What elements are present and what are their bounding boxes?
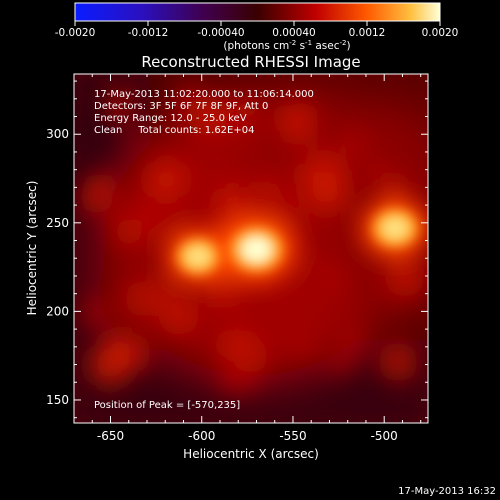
colorbar-gradient [74,2,441,22]
plot-frame [73,73,429,424]
emission-blob [379,173,408,202]
annotation-time-range: 17-May-2013 11:02:20.000 to 11:06:14.000 [94,89,314,100]
annotation-block: 17-May-2013 11:02:20.000 to 11:06:14.000… [94,89,314,136]
emission-blob [234,99,261,126]
x-tick-label: -650 [97,429,124,443]
emission-blob [157,278,178,299]
emission-blob [305,170,347,213]
y-tick-label: 250 [46,216,69,230]
colorbar-tick-label: -0.0012 [128,27,169,39]
axes: -650 -600 -550 -500 150 200 250 300 [46,74,428,443]
emission-blob [124,280,161,317]
emission-blob [290,334,313,357]
emission-blob [82,298,111,327]
annotation-energy-range: Energy Range: 12.0 - 25.0 keV [94,113,247,124]
x-tick-label: -600 [188,429,215,443]
emission-blob [378,341,419,382]
annotation-clean-counts: Clean Total counts: 1.62E+04 [94,125,254,136]
emission-blob [276,105,304,133]
annotation-detectors: Detectors: 3F 5F 6F 7F 8F 9F, Att 0 [94,101,268,112]
y-tick-label: 200 [46,304,69,318]
emission-blob [307,266,331,291]
source-core [186,246,211,267]
emission-blob [173,86,206,119]
y-tick-label: 300 [46,127,69,141]
emission-blob [367,162,384,179]
x-tick-label: -500 [371,429,398,443]
colorbar-tick-label: 0.0012 [349,27,386,39]
colorbar-tick-label: -0.00040 [197,27,244,39]
peak-position-label: Position of Peak = [-570,235] [94,400,240,411]
emission-blob [147,160,186,199]
emission-blob [158,295,199,336]
footer-timestamp: 17-May-2013 16:32 [398,486,496,497]
emission-blob [114,218,142,246]
colorbar: -0.0020 -0.0012 -0.00040 0.00040 0.0012 0.002… [55,2,459,52]
emission-blob [114,336,150,372]
emission-blob [255,179,276,200]
chart-title: Reconstructed RHESSI Image [141,53,360,71]
colorbar-ticks: -0.0020 -0.0012 -0.00040 0.00040 0.0012 0.002… [55,21,459,39]
source-core [382,217,408,240]
emission-blob [385,258,425,298]
emission-blob [204,157,242,196]
emission-blob [217,353,259,394]
emission-blob [325,342,357,374]
x-axis-label: Heliocentric X (arcsec) [183,447,319,461]
emission-blob [144,190,180,226]
colorbar-tick-label: 0.0020 [422,27,459,39]
y-tick-label: 150 [46,393,69,407]
emission-blob [128,133,145,150]
colorbar-tick-label: -0.0020 [55,27,96,39]
emission-blob [206,273,241,308]
emission-blob [80,181,113,215]
source-core [241,236,272,263]
emission-blob [344,327,365,348]
colorbar-unit-label: (photons cm-2 s-1 asec-2) [223,39,350,52]
colorbar-tick-label: 0.00040 [272,27,315,39]
x-tick-label: -550 [279,429,306,443]
emission-blob [109,103,131,125]
emission-blob [216,187,248,219]
heatmap-image [74,74,428,423]
emission-blob [346,134,364,152]
y-axis-label: Heliocentric Y (arcsec) [25,181,39,316]
